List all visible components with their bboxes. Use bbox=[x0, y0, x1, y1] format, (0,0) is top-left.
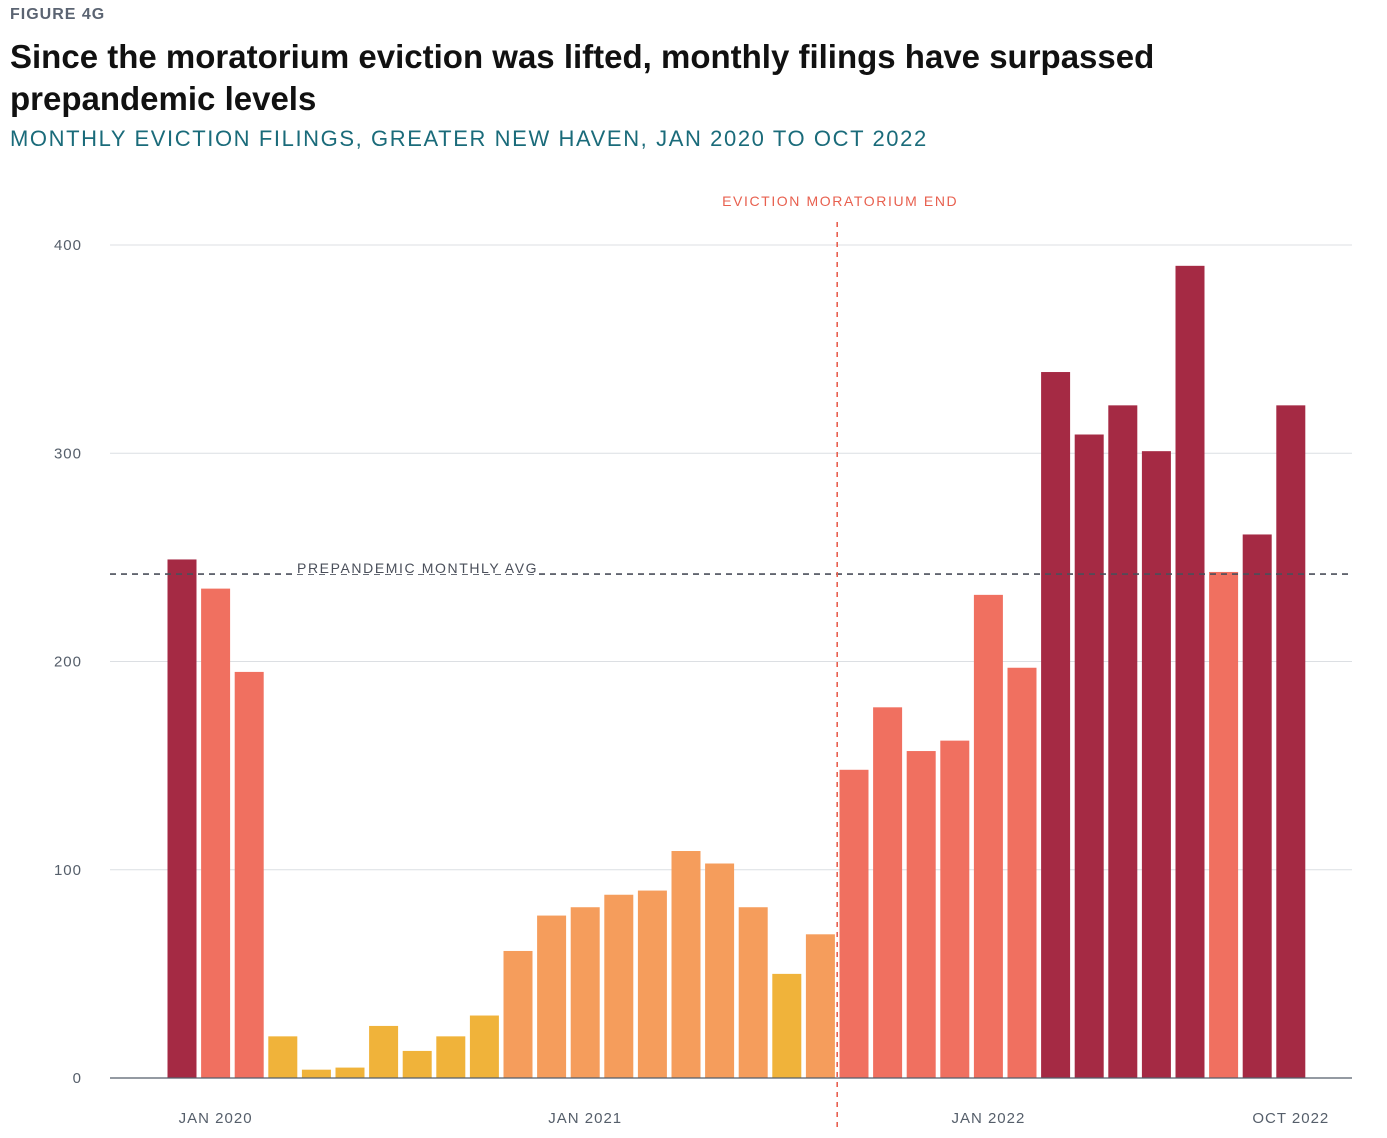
figure-label: FIGURE 4G bbox=[10, 6, 106, 23]
bar bbox=[705, 863, 735, 1078]
bar bbox=[369, 1025, 399, 1078]
bar bbox=[1074, 434, 1104, 1078]
bar bbox=[671, 851, 701, 1078]
x-tick-label: OCT 2022 bbox=[1252, 1110, 1329, 1127]
bar bbox=[268, 1036, 298, 1078]
x-tick-label: JAN 2022 bbox=[951, 1110, 1025, 1127]
bar bbox=[839, 769, 869, 1078]
bar bbox=[503, 950, 533, 1078]
chart-title: Since the moratorium eviction was lifted… bbox=[10, 38, 1155, 117]
bar bbox=[234, 671, 264, 1078]
bar bbox=[772, 973, 802, 1078]
bar bbox=[1276, 405, 1306, 1078]
reference-label: PREPANDEMIC MONTHLY AVG bbox=[297, 560, 538, 576]
bar bbox=[201, 588, 231, 1078]
y-tick-label: 0 bbox=[73, 1070, 82, 1087]
bar bbox=[1108, 405, 1138, 1078]
y-tick-label: 400 bbox=[54, 237, 82, 254]
bar bbox=[537, 915, 567, 1078]
bar bbox=[469, 1015, 499, 1078]
bar bbox=[1041, 372, 1071, 1079]
bar bbox=[570, 907, 600, 1078]
bar bbox=[873, 707, 903, 1078]
y-tick-label: 100 bbox=[54, 862, 82, 879]
x-tick-label: JAN 2020 bbox=[179, 1110, 253, 1127]
bar bbox=[738, 907, 768, 1078]
bar bbox=[973, 594, 1003, 1078]
x-tick-label: JAN 2021 bbox=[548, 1110, 622, 1127]
bar bbox=[1141, 451, 1171, 1079]
bar bbox=[1209, 571, 1239, 1078]
bar bbox=[1242, 534, 1272, 1078]
y-tick-label: 200 bbox=[54, 654, 82, 671]
bar bbox=[167, 559, 197, 1078]
bar bbox=[1175, 265, 1205, 1078]
bar bbox=[436, 1036, 466, 1078]
bar bbox=[1007, 667, 1037, 1078]
bar bbox=[301, 1069, 331, 1078]
bar bbox=[637, 890, 667, 1078]
bar bbox=[402, 1050, 432, 1078]
y-tick-label: 300 bbox=[54, 445, 82, 462]
chart-subtitle: MONTHLY EVICTION FILINGS, GREATER NEW HA… bbox=[10, 126, 928, 151]
reference-label-bg bbox=[292, 558, 537, 575]
bar bbox=[906, 751, 936, 1078]
bar bbox=[335, 1067, 365, 1078]
bar bbox=[604, 894, 634, 1078]
event-label: EVICTION MORATORIUM END bbox=[722, 193, 958, 209]
bar bbox=[805, 934, 835, 1078]
bar bbox=[940, 740, 970, 1078]
